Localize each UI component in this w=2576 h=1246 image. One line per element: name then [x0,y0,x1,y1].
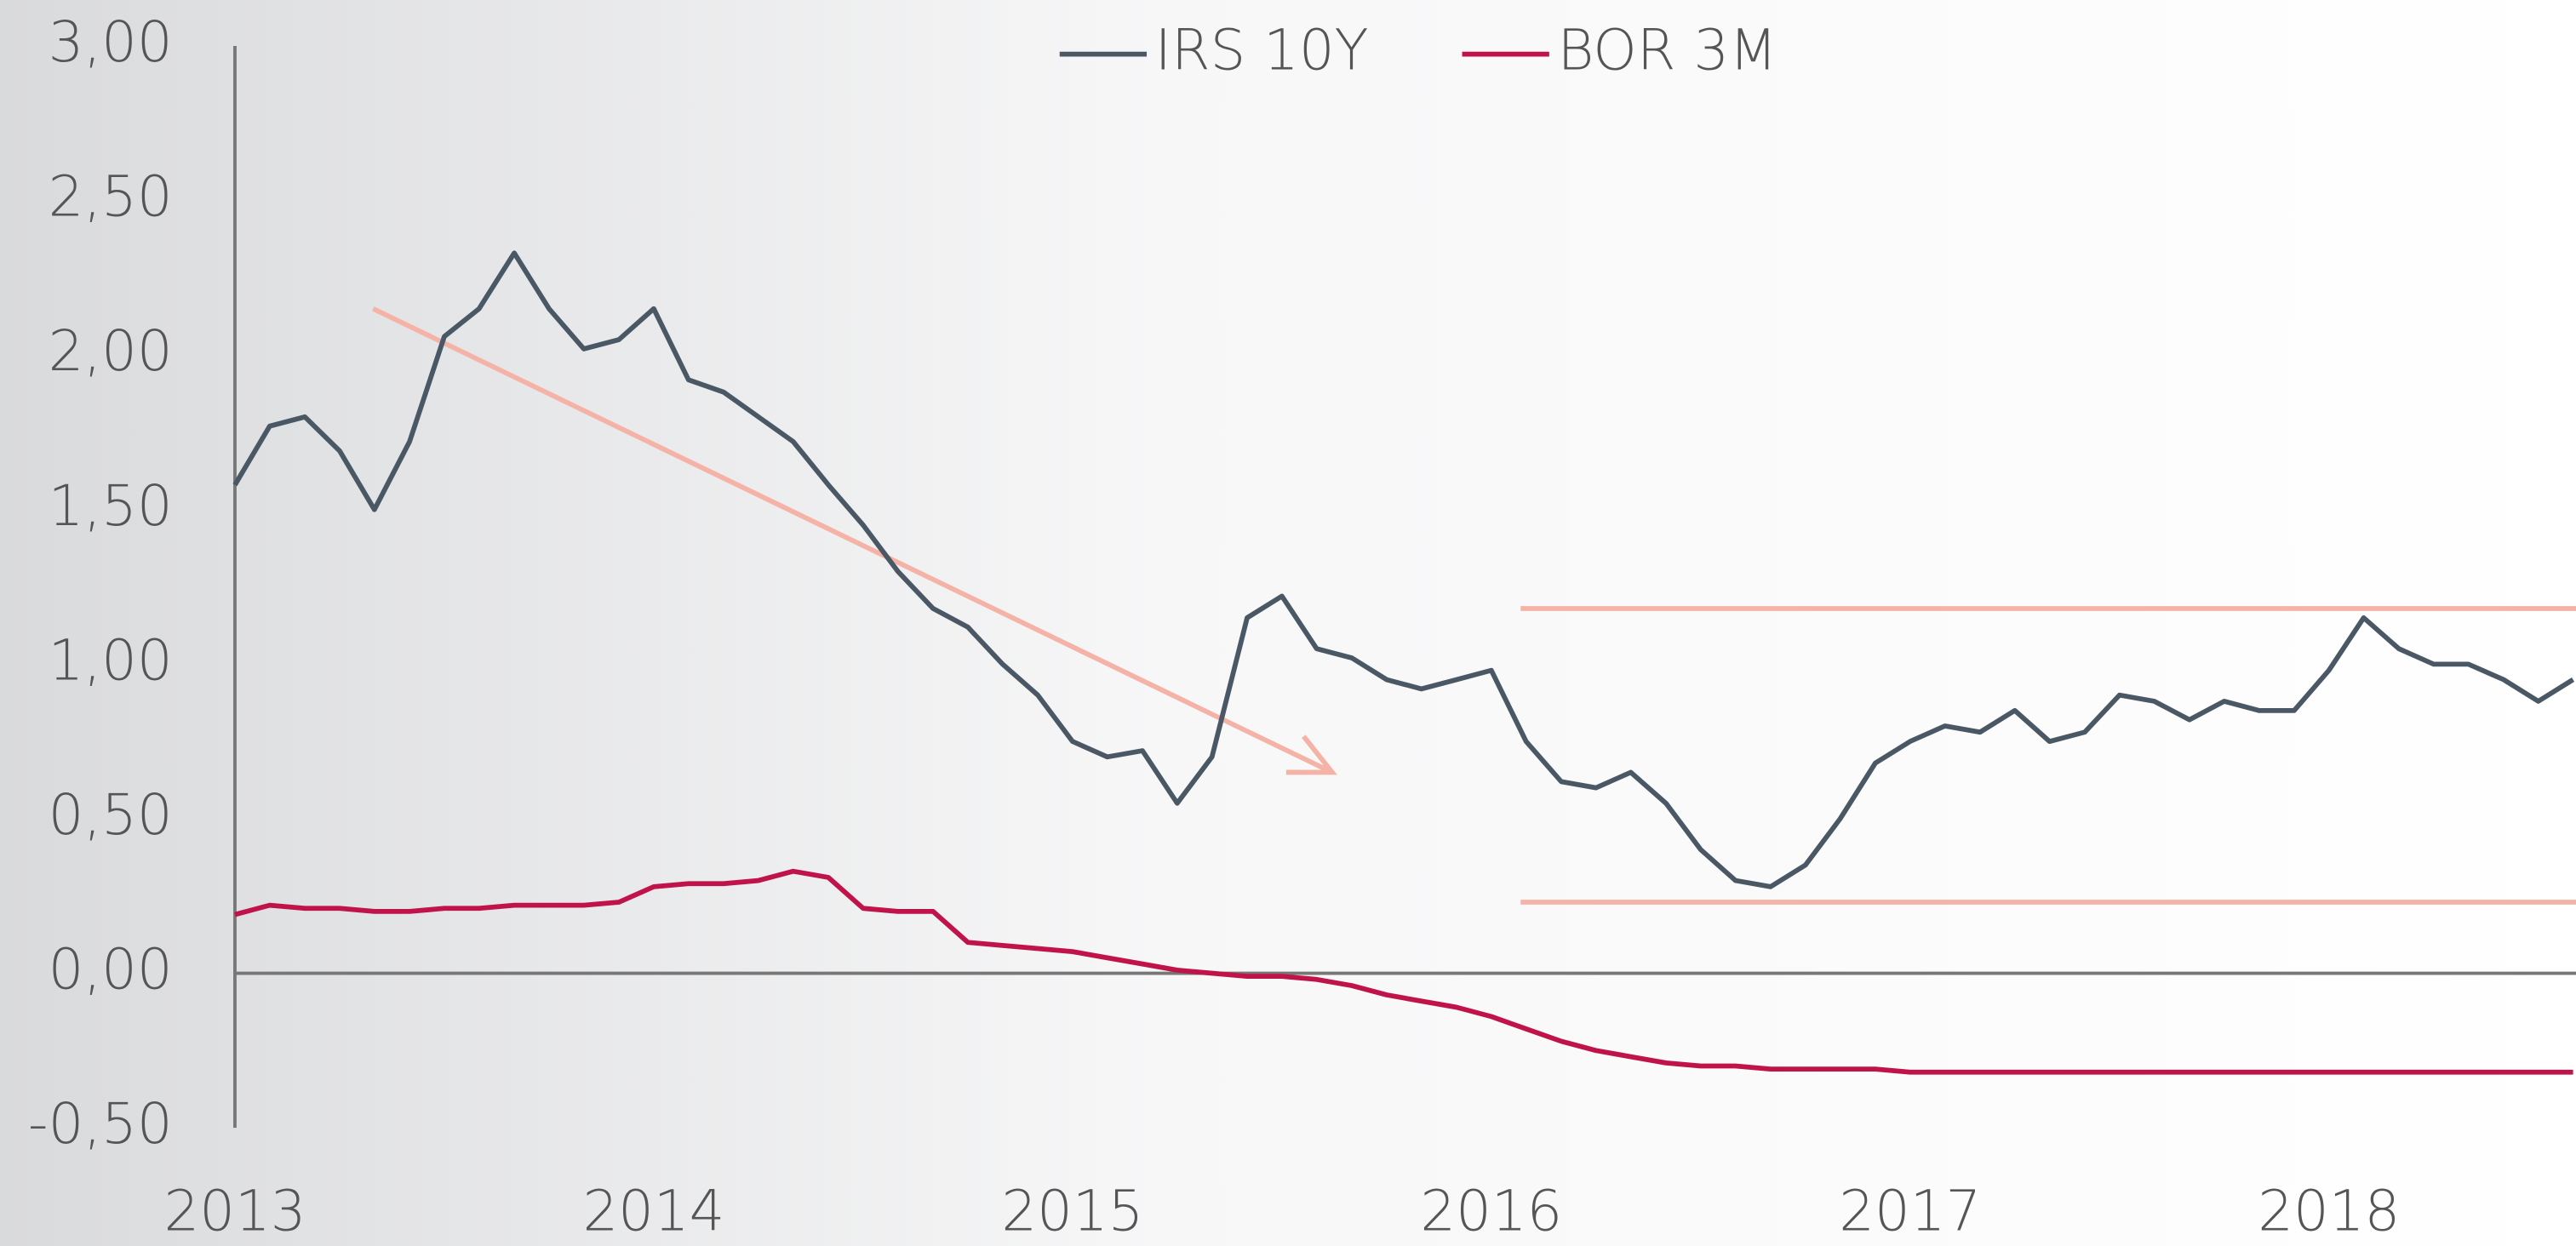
y-tick-label: 2,50 [49,165,173,230]
legend-label: BOR 3M [1557,19,1777,83]
y-tick-label: 2,00 [49,319,173,384]
chart: -0,50 0,00 0,50 1,00 1,50 2,00 2,50 3,00 2013 201… [0,0,2576,1246]
x-tick-label: 2017 [1839,1179,1981,1243]
page: -0,50 0,00 0,50 1,00 1,50 2,00 2,50 3,00 2013 201… [0,0,2576,1246]
legend-label: IRS 10Y [1155,19,1369,83]
y-tick-label: -0,50 [28,1092,173,1157]
y-tick-label: 1,50 [49,474,173,539]
x-tick-label: 2016 [1420,1179,1562,1243]
y-tick-label: 0,00 [49,938,173,1003]
y-tick-label: 1,00 [49,628,173,693]
y-tick-label: 3,00 [49,10,173,75]
x-tick-label: 2018 [2258,1179,2400,1243]
x-tick-label: 2015 [1001,1179,1143,1243]
x-tick-label: 2013 [163,1179,306,1243]
y-tick-label: 0,50 [49,783,173,848]
x-tick-label: 2014 [582,1179,724,1243]
background [0,0,2576,1246]
